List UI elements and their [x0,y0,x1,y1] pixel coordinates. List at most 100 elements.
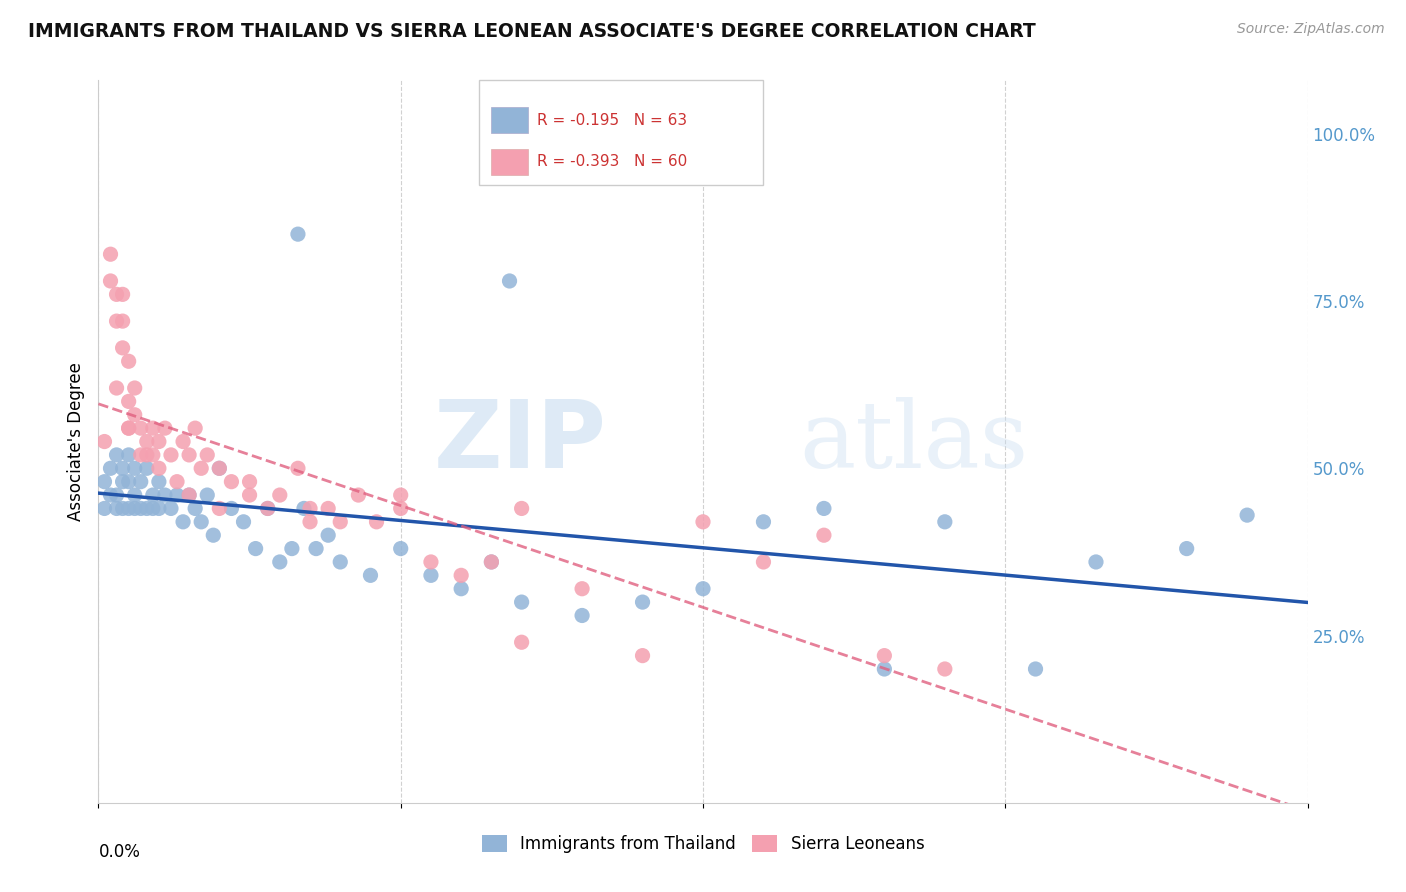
Point [873,662,896,676]
Point [105,501,128,516]
Point [202,528,225,542]
Point [118,501,141,516]
Point [160,501,183,516]
Point [510,501,533,516]
Text: Source: ZipAtlas.com: Source: ZipAtlas.com [1237,22,1385,37]
Point [93,475,115,489]
Point [111,501,134,516]
Point [124,381,146,395]
Point [129,501,152,516]
Point [269,488,291,502]
Point [195,448,218,462]
Point [118,475,141,489]
Point [184,501,207,516]
Point [347,488,370,502]
Point [118,421,141,435]
Point [239,488,262,502]
Point [118,354,141,368]
Point [316,528,339,542]
Point [124,501,146,516]
Point [166,488,188,502]
Point [142,421,165,435]
Point [299,501,322,516]
Point [148,461,170,475]
Point [129,448,152,462]
Point [752,515,775,529]
Point [190,515,212,529]
Text: R = -0.393   N = 60: R = -0.393 N = 60 [537,154,688,169]
Point [208,501,231,516]
Point [100,461,122,475]
Point [179,488,201,502]
Point [148,434,170,449]
Point [281,541,304,556]
Point [287,461,309,475]
Point [124,408,146,422]
Point [118,421,141,435]
Point [245,541,267,556]
Point [118,448,141,462]
Point [100,488,122,502]
Point [239,475,262,489]
Point [692,582,714,596]
Point [305,541,328,556]
Point [153,421,176,435]
Point [172,434,194,449]
Text: IMMIGRANTS FROM THAILAND VS SIERRA LEONEAN ASSOCIATE'S DEGREE CORRELATION CHART: IMMIGRANTS FROM THAILAND VS SIERRA LEONE… [28,22,1036,41]
Point [692,515,714,529]
Point [256,501,278,516]
Point [873,648,896,663]
Point [256,501,278,516]
Point [221,501,243,516]
Point [934,662,956,676]
Point [813,528,835,542]
Point [232,515,254,529]
Point [316,501,339,516]
Point [135,448,157,462]
Point [148,501,170,516]
Point [208,461,231,475]
Point [269,555,291,569]
Point [510,635,533,649]
Point [135,434,157,449]
Point [287,227,309,242]
Point [1175,541,1198,556]
Point [329,555,352,569]
Point [124,488,146,502]
Point [111,314,134,328]
Bar [492,107,527,133]
Point [142,448,165,462]
Point [100,247,122,261]
Point [153,488,176,502]
Point [135,461,157,475]
Point [179,448,201,462]
Point [111,341,134,355]
Point [142,488,165,502]
Y-axis label: Associate's Degree: Associate's Degree [66,362,84,521]
Point [179,488,201,502]
Point [481,555,503,569]
Point [389,541,412,556]
Bar [492,149,527,175]
Point [105,488,128,502]
Point [366,515,388,529]
Point [93,501,115,516]
Point [93,434,115,449]
Point [105,448,128,462]
Point [148,475,170,489]
Point [389,501,412,516]
Point [118,394,141,409]
Point [450,568,472,582]
Point [100,274,122,288]
Point [142,501,165,516]
Point [190,461,212,475]
Text: 0.0%: 0.0% [98,843,141,861]
Point [420,568,443,582]
Text: ZIP: ZIP [433,395,606,488]
Point [510,595,533,609]
Point [111,461,134,475]
Point [498,274,520,288]
Point [1085,555,1108,569]
Text: R = -0.195   N = 63: R = -0.195 N = 63 [537,112,688,128]
FancyBboxPatch shape [479,80,763,185]
